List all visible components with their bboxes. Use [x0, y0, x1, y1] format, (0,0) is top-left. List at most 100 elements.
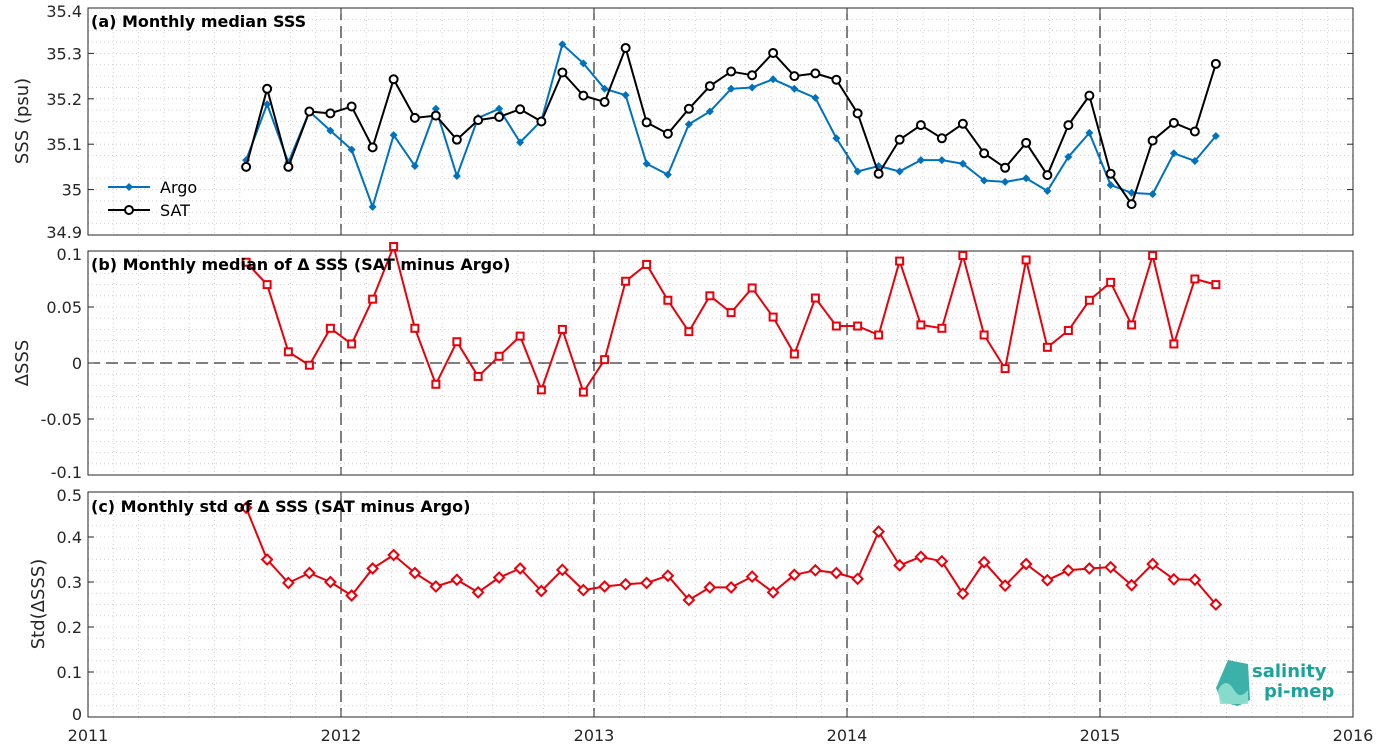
data-point-delta	[958, 250, 968, 260]
data-point-sat	[1021, 137, 1032, 148]
data-point-delta	[1042, 342, 1052, 352]
data-point-argo	[1001, 177, 1010, 186]
data-point-argo	[326, 126, 335, 135]
data-point-sat	[641, 117, 652, 128]
data-point-delta	[914, 550, 928, 564]
data-point-delta	[1082, 562, 1096, 575]
data-point-argo	[937, 156, 946, 165]
logo-waves-icon-inner	[1218, 683, 1248, 704]
data-point-delta	[937, 323, 947, 333]
data-point-delta	[598, 580, 612, 593]
x-tick-label: 2014	[827, 726, 868, 745]
data-point-delta	[705, 291, 715, 301]
panel-c-title: (c) Monthly std of Δ SSS (SAT minus Argo…	[91, 497, 470, 516]
data-point-sat	[283, 161, 294, 172]
data-point-delta	[808, 563, 822, 577]
data-point-argo	[1127, 188, 1136, 197]
legend: Argo SAT	[108, 178, 197, 220]
data-point-sat	[1168, 117, 1179, 128]
data-point-delta	[1127, 320, 1137, 330]
data-point-sat	[409, 112, 420, 123]
data-point-argo	[389, 131, 398, 140]
panel-b-title: (b) Monthly median of Δ SSS (SAT minus A…	[91, 255, 510, 274]
data-point-argo	[1148, 190, 1157, 199]
data-point-delta	[1104, 560, 1118, 574]
data-point-argo	[1169, 149, 1178, 158]
data-point-sat	[578, 90, 589, 101]
data-point-delta	[347, 339, 357, 349]
data-point-delta	[1125, 578, 1139, 592]
data-point-argo	[790, 84, 799, 93]
data-point-argo	[579, 59, 588, 68]
data-point-delta	[494, 351, 504, 361]
data-point-delta	[450, 573, 464, 587]
data-point-argo	[1043, 186, 1052, 195]
data-point-argo	[1085, 128, 1094, 137]
data-point-delta	[1188, 573, 1202, 587]
data-point-delta	[956, 587, 970, 601]
data-point-delta	[640, 576, 654, 590]
data-point-sat	[620, 42, 631, 53]
x-tick-label: 2012	[321, 726, 362, 745]
data-point-delta	[471, 585, 485, 599]
data-point-sat	[262, 83, 273, 94]
data-point-argo	[452, 171, 461, 180]
data-point-argo	[600, 84, 609, 93]
data-point-sat	[473, 115, 484, 126]
data-point-sat	[451, 134, 462, 145]
data-point-argo	[684, 120, 693, 129]
panel-b-ylabel: ΔSSS	[12, 340, 33, 387]
data-point-sat	[747, 70, 758, 81]
data-point-sat	[1042, 170, 1053, 181]
data-point-sat	[726, 66, 737, 77]
data-point-delta	[831, 321, 841, 331]
data-point-delta	[304, 360, 314, 370]
data-point-delta	[325, 323, 335, 333]
data-point-delta	[853, 321, 863, 331]
data-point-delta	[766, 585, 780, 599]
data-point-sat	[388, 74, 399, 85]
data-point-delta	[302, 566, 316, 580]
data-point-sat	[1147, 135, 1158, 146]
data-point-delta	[895, 256, 905, 266]
data-point-delta	[431, 379, 441, 389]
data-point-delta	[555, 563, 569, 577]
y-tick-label: 35	[62, 181, 82, 200]
panel-a-title: (a) Monthly median SSS	[91, 12, 306, 31]
data-point-delta	[557, 324, 567, 334]
legend-sat-marker	[124, 205, 134, 215]
data-point-sat	[367, 142, 378, 153]
y-tick-label: 0.3	[57, 573, 82, 592]
panel-frame	[87, 250, 1354, 476]
logo-line2: pi-mep	[1264, 681, 1334, 702]
data-point-delta	[1000, 364, 1010, 374]
data-point-sat	[894, 134, 905, 145]
data-point-argo	[958, 159, 967, 168]
data-point-delta	[368, 294, 378, 304]
data-point-argo	[1190, 156, 1199, 165]
data-point-sat	[1126, 199, 1137, 210]
data-point-argo	[853, 167, 862, 176]
data-point-sat	[1105, 168, 1116, 179]
data-point-delta	[874, 330, 884, 340]
data-point-delta	[682, 593, 696, 607]
data-point-argo	[347, 145, 356, 154]
y-tick-label: 0	[72, 705, 82, 724]
data-point-sat	[557, 67, 568, 78]
plot-layer: 34.93535.135.235.335.4-0.1-0.0500.050.10…	[41, 2, 1374, 745]
data-point-delta	[1211, 280, 1221, 290]
data-point-sat	[346, 101, 357, 112]
data-point-delta	[1167, 572, 1181, 586]
data-point-delta	[536, 385, 546, 395]
legend-argo-marker	[125, 183, 133, 191]
x-tick-label: 2011	[68, 726, 109, 745]
data-point-delta	[1209, 598, 1223, 611]
data-point-argo	[916, 156, 925, 165]
data-point-argo	[1106, 181, 1115, 190]
data-point-argo	[642, 159, 651, 168]
data-point-sat	[1000, 162, 1011, 173]
y-tick-label: 0.1	[57, 245, 82, 264]
data-point-delta	[492, 571, 506, 584]
data-point-delta	[935, 554, 949, 568]
data-point-sat	[494, 111, 505, 122]
